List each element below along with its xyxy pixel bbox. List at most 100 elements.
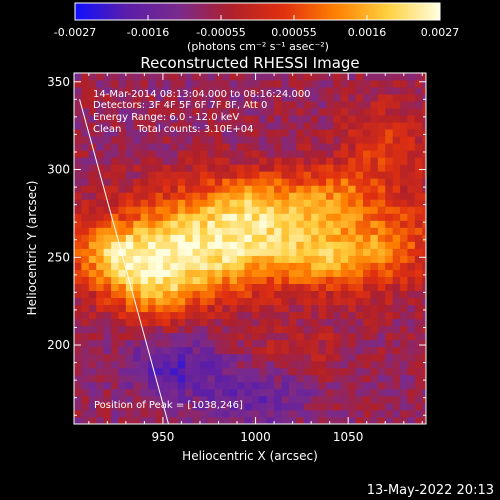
heatmap-cell — [222, 297, 231, 306]
heatmap-cell — [140, 227, 149, 235]
heatmap-cell — [318, 94, 327, 102]
heatmap-cell — [222, 367, 231, 376]
heatmap-cell — [244, 276, 253, 284]
heatmap-cell — [385, 115, 394, 123]
heatmap-cell — [318, 332, 327, 341]
heatmap-cell — [281, 185, 290, 193]
heatmap-cell — [392, 80, 401, 88]
heatmap-cell — [125, 248, 134, 256]
heatmap-cell — [81, 339, 90, 348]
heatmap-cell — [111, 164, 119, 172]
heatmap-cell — [177, 73, 186, 81]
heatmap-cell — [363, 374, 371, 383]
heatmap-cell — [133, 220, 142, 228]
heatmap-cell — [318, 402, 327, 411]
heatmap-cell — [229, 136, 238, 144]
heatmap-cell — [170, 73, 179, 81]
heatmap-cell — [140, 276, 149, 284]
heatmap-cell — [192, 388, 201, 397]
heatmap-cell — [422, 360, 426, 369]
heatmap-cell — [88, 283, 97, 292]
heatmap-cell — [311, 367, 319, 376]
heatmap-cell — [148, 143, 156, 151]
heatmap-cell — [155, 248, 164, 256]
heatmap-cell — [111, 220, 119, 228]
heatmap-cell — [192, 360, 201, 369]
heatmap-cell — [385, 360, 394, 369]
heatmap-cell — [148, 409, 156, 418]
heatmap-cell — [118, 381, 127, 390]
heatmap-cell — [266, 115, 275, 123]
heatmap-cell — [88, 367, 97, 376]
heatmap-cell — [222, 150, 231, 158]
heatmap-cell — [81, 227, 90, 235]
heatmap-cell — [392, 150, 401, 158]
heatmap-cell — [325, 311, 334, 320]
heatmap-cell — [177, 360, 186, 369]
heatmap-cell — [288, 206, 297, 214]
heatmap-cell — [199, 80, 208, 88]
heatmap-cell — [400, 213, 408, 221]
heatmap-cell — [88, 304, 97, 313]
heatmap-cell — [355, 388, 364, 397]
heatmap-cell — [237, 416, 245, 424]
heatmap-cell — [170, 206, 179, 214]
heatmap-cell — [266, 199, 275, 207]
heatmap-cell — [162, 199, 171, 207]
heatmap-cell — [244, 262, 253, 270]
heatmap-cell — [133, 276, 142, 284]
heatmap-cell — [414, 283, 423, 292]
heatmap-cell — [103, 227, 112, 235]
heatmap-cell — [325, 185, 334, 193]
heatmap-cell — [162, 213, 171, 221]
heatmap-cell — [125, 164, 134, 172]
heatmap-cell — [422, 248, 426, 256]
heatmap-cell — [185, 136, 193, 144]
heatmap-cell — [407, 185, 416, 193]
heatmap-cell — [229, 213, 238, 221]
heatmap-cell — [400, 388, 408, 397]
heatmap-cell — [244, 234, 253, 242]
heatmap-cell — [74, 332, 82, 341]
heatmap-cell — [348, 122, 356, 130]
heatmap-cell — [199, 304, 208, 313]
heatmap-cell — [207, 360, 216, 369]
heatmap-cell — [377, 108, 386, 116]
heatmap-cell — [88, 213, 97, 221]
heatmap-cell — [177, 227, 186, 235]
heatmap-cell — [177, 150, 186, 158]
heatmap-cell — [207, 297, 216, 306]
heatmap-cell — [370, 101, 379, 109]
heatmap-cell — [377, 129, 386, 137]
heatmap-cell — [370, 360, 379, 369]
heatmap-cell — [266, 332, 275, 341]
heatmap-cell — [199, 241, 208, 249]
heatmap-cell — [177, 367, 186, 376]
heatmap-cell — [274, 136, 282, 144]
heatmap-cell — [303, 73, 312, 81]
heatmap-cell — [81, 234, 90, 242]
plot-frame — [73, 72, 427, 425]
heatmap-cell — [392, 269, 401, 277]
heatmap-cell — [311, 409, 319, 418]
heatmap-cell — [229, 374, 238, 383]
heatmap-cell — [207, 255, 216, 263]
heatmap-cell — [81, 409, 90, 418]
heatmap-cell — [296, 87, 305, 95]
heatmap-cell — [274, 297, 282, 306]
heatmap-cell — [103, 115, 112, 123]
heatmap-cell — [155, 269, 164, 277]
heatmap-cell — [244, 206, 253, 214]
heatmap-cell — [251, 157, 260, 165]
heatmap-cell — [259, 157, 268, 165]
heatmap-cell — [155, 409, 164, 418]
heatmap-cell — [363, 395, 371, 404]
heatmap-cell — [103, 178, 112, 186]
heatmap-cell — [96, 108, 105, 116]
heatmap-cell — [303, 388, 312, 397]
heatmap-cell — [229, 269, 238, 277]
heatmap-cell — [377, 318, 386, 327]
heatmap-cell — [214, 332, 223, 341]
heatmap-cell — [170, 388, 179, 397]
heatmap-cell — [325, 297, 334, 306]
